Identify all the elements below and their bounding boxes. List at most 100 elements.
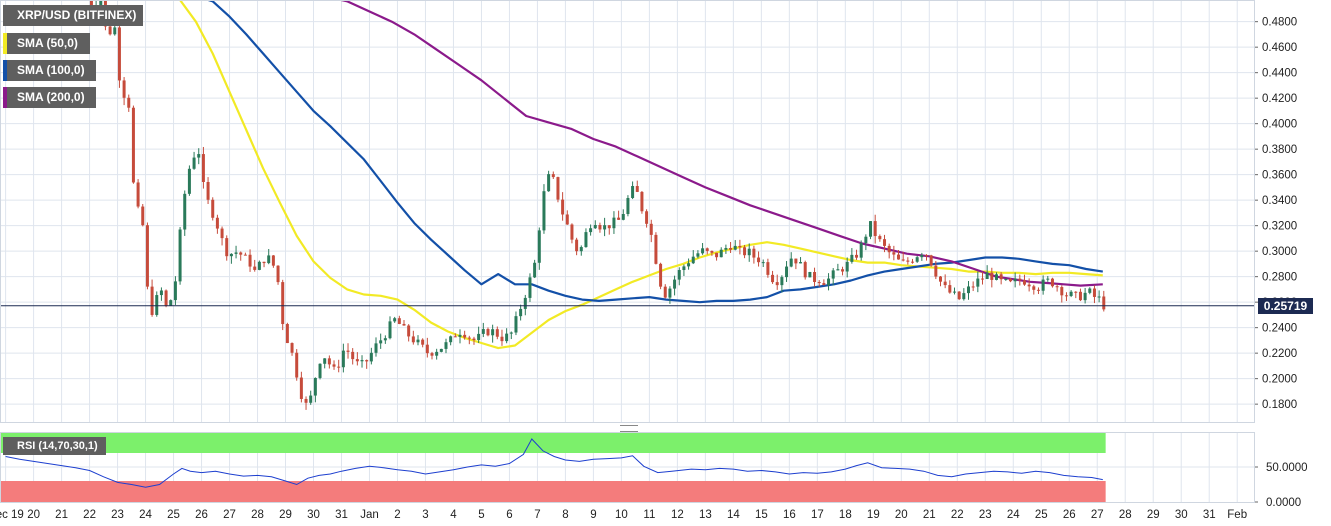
candle-body-200 [1018, 278, 1022, 281]
rsi-pane-frame [0, 432, 1255, 503]
candle-body-183 [939, 276, 942, 282]
xtick-label-41: 29 [1147, 509, 1160, 521]
xtick-label-10: 29 [279, 509, 292, 521]
xtick-label-25: 13 [699, 509, 712, 521]
candle-body-29 [220, 228, 224, 239]
candle-body-139 [733, 245, 737, 250]
vertical-gridlines [5, 0, 1238, 502]
candle-body-1 [89, 0, 93, 10]
candle-body-187 [957, 291, 961, 300]
chart-title-box[interactable]: XRP/USD (BITFINEX) [3, 5, 143, 26]
candle-body-71 [416, 339, 420, 343]
candle-body-45 [295, 352, 299, 378]
candle-body-101 [556, 177, 560, 200]
rsi-axis[interactable]: 50.0000 0.0000 [1254, 462, 1308, 509]
candle-body-62 [374, 343, 378, 353]
candle-body-53 [332, 364, 336, 367]
legend-sma-50[interactable]: SMA (50,0) [3, 33, 90, 54]
candle-body-205 [1041, 279, 1045, 291]
candle-body-118 [635, 186, 639, 192]
candle-body-111 [603, 225, 607, 230]
xtick-label-20: 8 [562, 509, 568, 521]
candle-body-20 [178, 229, 182, 282]
candle-body-144 [757, 257, 761, 263]
price-pane-frame [0, 0, 1255, 423]
candle-body-59 [360, 360, 364, 362]
candle-body-212 [1074, 291, 1078, 293]
legend-sma-100[interactable]: SMA (100,0) [3, 60, 96, 81]
candle-body-102 [561, 199, 565, 215]
time-axis[interactable]: Dec 19202122232425262728293031Jan2345678… [0, 509, 1247, 521]
candle-body-109 [593, 224, 597, 229]
ytick-label-10: 0.2800 [1262, 272, 1297, 284]
candle-body-26 [206, 181, 210, 200]
candle-body-50 [318, 363, 322, 378]
candle-body-137 [724, 248, 728, 250]
candlesticks [89, 0, 1106, 410]
candle-body-8 [122, 80, 126, 98]
candle-body-182 [934, 265, 938, 277]
candle-body-112 [607, 225, 611, 229]
candle-body-90 [505, 333, 509, 342]
candle-body-76 [439, 348, 443, 352]
candle-body-181 [929, 255, 933, 266]
candle-body-202 [1027, 284, 1031, 287]
candle-body-146 [766, 262, 770, 275]
candle-body-5 [108, 26, 112, 35]
xtick-label-1: 20 [27, 509, 40, 521]
candle-body-19 [173, 281, 177, 301]
xtick-label-37: 25 [1035, 509, 1048, 521]
candle-body-168 [869, 221, 873, 237]
candle-body-89 [500, 336, 504, 342]
candle-body-92 [514, 316, 518, 333]
xtick-label-12: 31 [335, 509, 348, 521]
xtick-label-14: 2 [394, 509, 400, 521]
candle-body-105 [575, 239, 579, 252]
candle-body-194 [990, 272, 994, 280]
candle-body-217 [1097, 296, 1101, 298]
candle-body-122 [654, 234, 658, 264]
candle-body-211 [1069, 291, 1073, 296]
pane-resize-handle[interactable] [620, 425, 638, 432]
candle-body-133 [705, 248, 709, 251]
candle-body-44 [290, 343, 294, 353]
candle-body-170 [878, 236, 882, 240]
xtick-label-8: 27 [223, 509, 236, 521]
candle-body-175 [901, 259, 905, 261]
candle-body-18 [169, 300, 173, 306]
candle-body-138 [729, 248, 733, 250]
candle-body-166 [859, 243, 863, 258]
candle-body-172 [887, 245, 891, 253]
xtick-label-42: 30 [1175, 509, 1188, 521]
rsi-swatch [3, 437, 7, 455]
candle-body-193 [985, 272, 989, 279]
xtick-label-39: 27 [1091, 509, 1104, 521]
candle-body-77 [444, 342, 448, 349]
rsi-legend[interactable]: RSI (14,70,30,1) [3, 437, 106, 455]
price-axis[interactable]: 0.4800 0.4600 0.4400 0.4200 0.4000 0.3800 0.36… [1254, 17, 1297, 411]
candle-body-33 [239, 252, 243, 255]
candle-body-74 [430, 353, 434, 356]
candle-body-131 [696, 253, 700, 257]
candle-body-210 [1064, 295, 1068, 297]
candle-body-96 [533, 262, 537, 278]
candle-body-86 [486, 329, 490, 336]
candle-body-196 [999, 274, 1003, 280]
title-swatch [3, 5, 7, 26]
sma-100-swatch [3, 60, 7, 81]
legend-sma-200[interactable]: SMA (200,0) [3, 87, 96, 108]
xtick-label-38: 26 [1063, 509, 1076, 521]
xtick-label-18: 6 [506, 509, 512, 521]
sma-line-0 [178, 0, 1103, 350]
rsi-tick-label-1: 0.0000 [1266, 497, 1301, 509]
xtick-label-26: 14 [727, 509, 740, 521]
candle-body-142 [747, 248, 751, 256]
candle-body-145 [761, 262, 765, 264]
candle-body-12 [141, 206, 145, 226]
candle-body-15 [155, 295, 159, 315]
candle-body-128 [682, 266, 686, 271]
candle-body-136 [719, 249, 723, 258]
ytick-label-15: 0.1800 [1262, 399, 1297, 411]
candle-body-30 [225, 238, 229, 257]
